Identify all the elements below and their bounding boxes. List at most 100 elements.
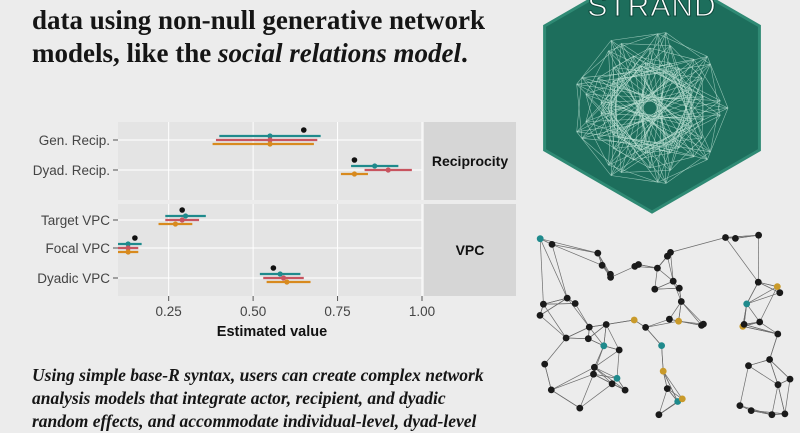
network-node-gold [675,318,682,325]
network-edge [778,385,785,414]
estimate-point-orange [352,171,357,176]
estimate-point-red [180,217,185,222]
network-edge [606,325,619,351]
network-node-black [563,335,570,342]
headline-line-1: data using non-null generative network [32,2,485,38]
headline-suffix: . [461,38,468,68]
network-node-black [599,262,606,269]
network-node-black [670,278,677,285]
network-edge [575,304,589,328]
true-value-point [271,265,277,271]
network-node-black [766,356,773,363]
network-edge [740,406,772,415]
estimate-point-orange [284,279,289,284]
logo-text: STRAND [587,0,716,23]
network-node-black [678,298,685,305]
network-node-black [572,300,579,307]
true-value-point [352,157,358,163]
network-node-black [537,312,544,319]
row-label: Target VPC [41,213,110,228]
estimate-point-orange [126,249,131,254]
network-edge [663,371,682,399]
panel-strip-label: Reciprocity [432,153,508,169]
network-edge [740,366,749,406]
network-node-gold [660,368,667,375]
row-label: Dyadic VPC [37,271,110,286]
network-edge [770,334,778,360]
network-edge [551,390,580,408]
network-node-black [576,405,583,412]
network-node-teal [600,342,607,349]
network-node-black [737,402,744,409]
network-node-gold [631,317,638,324]
network-node-black [541,361,548,368]
network-edge [540,239,567,298]
network-node-black [666,316,673,323]
network-node-black [769,411,776,418]
network-node-black [616,347,623,354]
network-node-black [594,250,601,257]
network-edge [540,239,598,253]
network-edge [552,244,567,298]
network-node-black [755,232,762,239]
network-node-black [549,241,556,248]
network-node-black [756,319,763,326]
network-edge [543,304,575,305]
network-node-black [722,234,729,241]
network-edge [772,385,778,415]
network-node-black [635,261,642,268]
headline-prefix: models, like the [32,38,218,68]
network-edge [594,367,625,390]
network-node-black [591,364,598,371]
estimate-point-orange [267,141,272,146]
network-node-black [548,387,555,394]
x-tick-label: 0.50 [240,304,266,319]
row-label: Focal VPC [45,241,110,256]
footer-line-3: random effects, and accommodate individu… [32,410,532,433]
network-node-black [540,301,547,308]
true-value-point [132,235,138,241]
panel-strip-label: VPC [456,242,485,258]
network-node-black [585,335,592,342]
estimate-point-orange [173,221,178,226]
x-tick-label: 1.00 [409,304,435,319]
strand-logo: STRAND [526,0,778,232]
network-node-teal [658,342,665,349]
network-edge [646,327,662,345]
network-edge [543,298,567,304]
row-label: Gen. Recip. [39,133,110,148]
network-edge [617,350,619,378]
network-node-black [787,376,794,383]
network-node-black [748,407,755,414]
network-edge [671,238,726,253]
network-node-black [607,274,614,281]
network-node-black [603,321,610,328]
network-node-black [609,380,616,387]
network-node-black [732,235,739,242]
network-node-black [755,279,762,286]
network-node-black [776,289,783,296]
network-nodes [537,232,794,418]
network-edge [646,321,679,327]
network-edge [785,379,790,414]
headline-line-2: models, like the social relations model. [32,35,468,71]
estimate-point-teal [183,213,188,218]
network-node-black [782,411,789,418]
footer-line-2: analysis models that integrate actor, re… [32,387,532,410]
network-edge [681,302,703,325]
network-node-black [590,371,597,378]
network-node-black [745,362,752,369]
row-label: Dyad. Recip. [33,163,110,178]
estimate-point-red [386,167,391,172]
x-tick-label: 0.75 [324,304,350,319]
network-graph [520,225,800,419]
true-value-point [301,127,307,133]
network-edge [726,238,759,283]
forest-plot: Reciprocity Gen. Recip. Dyad. Recip. VPC Tar… [0,110,530,350]
network-node-black [622,387,629,394]
network-edge [744,324,778,334]
network-edge [552,244,602,265]
footer-line-1: Using simple base-R syntax, users can cr… [32,364,532,387]
network-edge [552,244,598,253]
network-edge [545,364,552,390]
